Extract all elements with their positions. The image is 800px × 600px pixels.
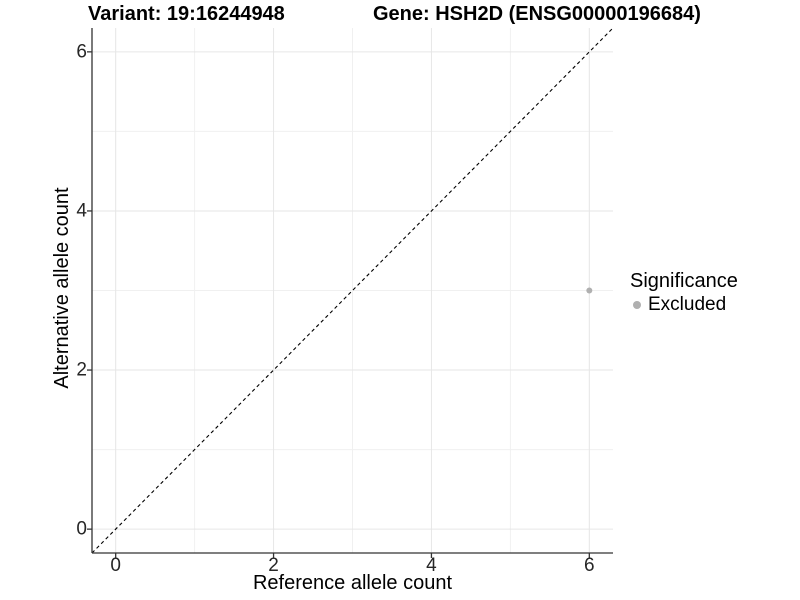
data-point [586, 287, 593, 294]
x-tick-label: 4 [426, 555, 437, 576]
y-tick-label: 4 [76, 200, 87, 222]
x-tick-label: 6 [584, 555, 595, 576]
x-tick-label: 0 [110, 555, 121, 576]
y-tick-label: 0 [76, 518, 87, 540]
plot-title-gene: Gene: HSH2D (ENSG00000196684) [373, 3, 701, 25]
x-axis-title: Reference allele count [252, 572, 452, 594]
plot-title-variant: Variant: 19:16244948 [88, 3, 285, 25]
legend: Significance Excluded [630, 270, 738, 314]
x-tick-label: 2 [268, 555, 279, 576]
y-tick-label: 6 [76, 41, 87, 63]
legend-key-dot [633, 300, 641, 309]
legend-item-excluded: Excluded [630, 295, 738, 314]
legend-title: Significance [630, 270, 738, 292]
y-tick-label: 2 [76, 359, 87, 381]
legend-item-label: Excluded [648, 294, 727, 315]
y-axis-title: Alternative allele count [51, 187, 73, 389]
